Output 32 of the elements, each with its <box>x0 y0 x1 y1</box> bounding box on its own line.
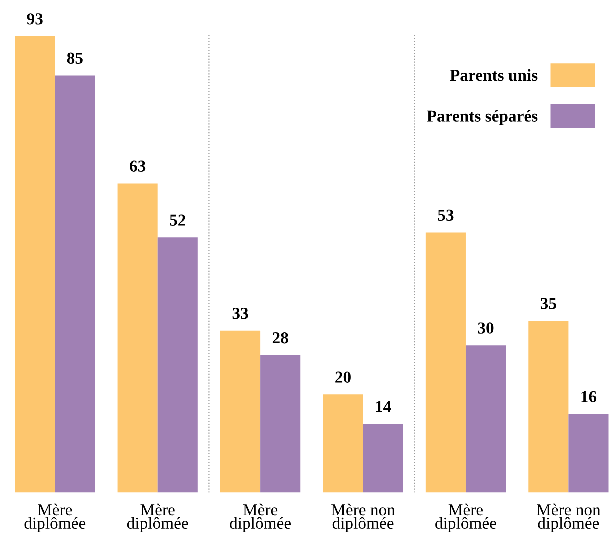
bar <box>363 424 404 493</box>
data-label: 20 <box>336 372 351 383</box>
data-label: 53 <box>438 210 454 222</box>
bar <box>466 346 506 493</box>
data-label: 35 <box>540 298 556 310</box>
data-label: 14 <box>376 401 392 412</box>
data-label: 85 <box>67 52 83 64</box>
x-tick-label: Mère diplômée <box>230 504 291 532</box>
data-label: 30 <box>478 322 494 334</box>
legend-label: Parents séparés <box>427 110 538 126</box>
bar <box>323 394 364 493</box>
bar <box>426 232 466 493</box>
data-label: 33 <box>232 308 248 320</box>
data-label: 63 <box>130 160 146 172</box>
bar <box>568 414 609 493</box>
bar <box>118 184 158 493</box>
x-tick-label: Mère diplômée <box>436 504 496 532</box>
x-tick-label: Mère non diplômée <box>332 504 396 532</box>
data-label: 93 <box>27 14 43 25</box>
bar <box>15 36 56 493</box>
data-label: 28 <box>272 332 288 344</box>
bar <box>55 76 96 493</box>
bar <box>220 330 261 493</box>
x-tick-label: Mère non diplômée <box>537 504 601 532</box>
bar <box>528 321 569 493</box>
bar <box>260 355 301 493</box>
x-tick-label: Mère diplômée <box>24 504 86 532</box>
legend-label: Parents unis <box>450 69 538 82</box>
data-label: 52 <box>170 214 186 226</box>
data-label: 16 <box>582 391 597 403</box>
bar <box>158 238 198 493</box>
x-tick-label: Mère diplômée <box>127 504 188 532</box>
